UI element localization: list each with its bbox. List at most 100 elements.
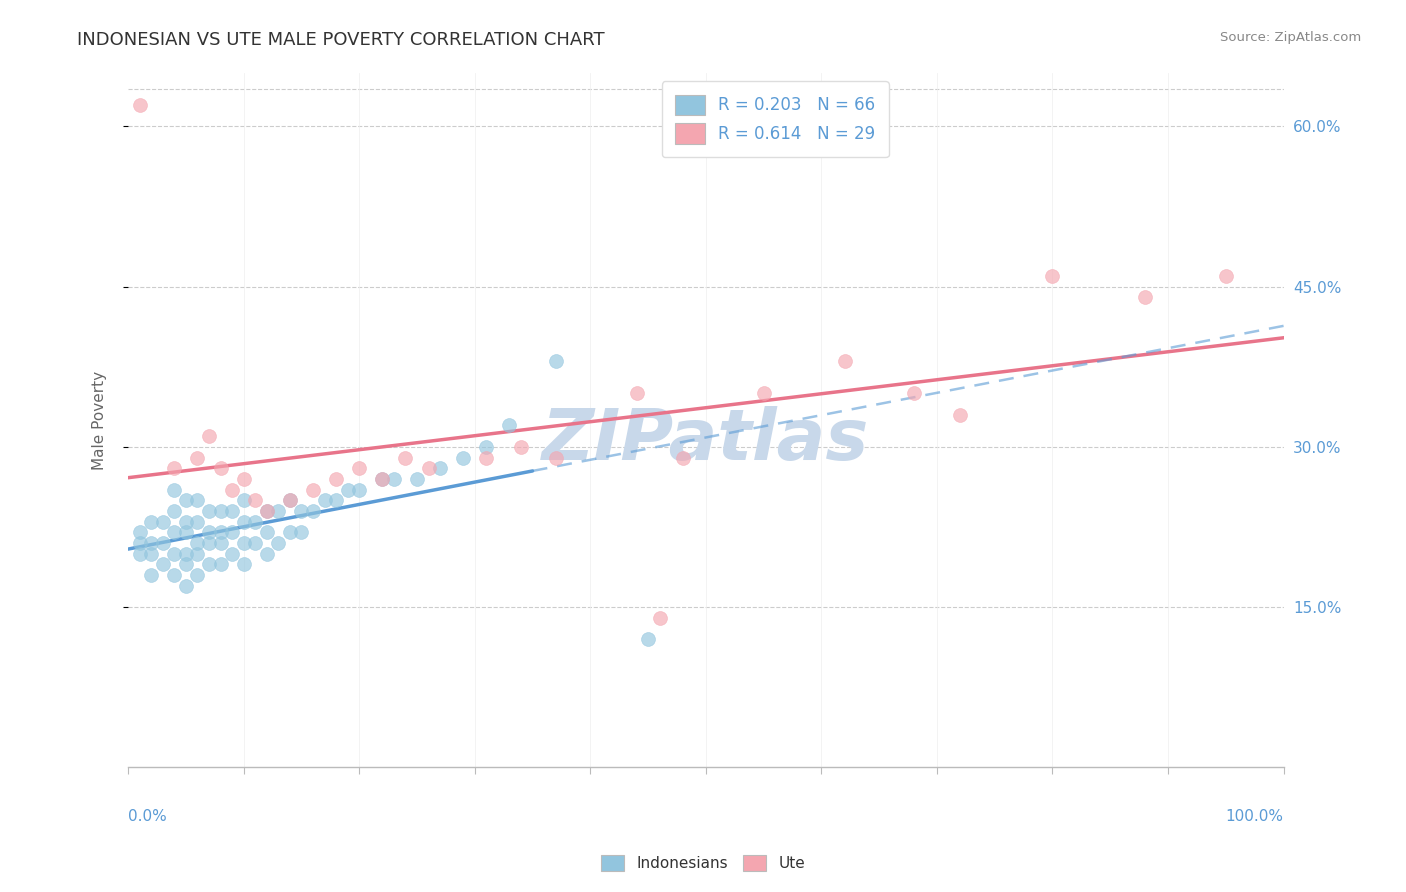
Point (429, 461, 451, 475)
Point (163, 568, 186, 582)
Point (382, 472, 405, 486)
Point (186, 568, 208, 582)
Point (152, 515, 174, 529)
Text: 100.0%: 100.0% (1226, 809, 1284, 824)
Point (209, 525, 232, 540)
Point (256, 525, 278, 540)
Legend: Indonesians, Ute: Indonesians, Ute (595, 849, 811, 877)
Point (325, 472, 347, 486)
Point (1133, 290, 1156, 304)
Text: 0.0%: 0.0% (128, 809, 167, 824)
Point (141, 568, 163, 582)
Point (302, 504, 325, 518)
Point (267, 504, 290, 518)
Point (336, 483, 359, 497)
Point (406, 472, 429, 486)
Point (209, 536, 232, 550)
Point (221, 483, 243, 497)
Point (198, 558, 221, 572)
Point (648, 611, 671, 625)
Point (186, 515, 208, 529)
Point (209, 558, 232, 572)
Point (128, 525, 150, 540)
Point (418, 461, 440, 475)
Point (163, 547, 186, 561)
Point (290, 504, 312, 518)
Point (174, 579, 197, 593)
Point (256, 504, 278, 518)
Point (141, 547, 163, 561)
Text: ZIPatlas: ZIPatlas (543, 407, 869, 475)
Point (371, 472, 394, 486)
Point (163, 525, 186, 540)
Point (394, 450, 416, 465)
Point (128, 536, 150, 550)
Point (290, 525, 312, 540)
Point (325, 493, 347, 508)
Point (209, 504, 232, 518)
Point (163, 461, 186, 475)
Point (198, 525, 221, 540)
Point (949, 408, 972, 422)
Point (174, 493, 197, 508)
Point (349, 483, 371, 497)
Point (278, 493, 301, 508)
Point (141, 536, 163, 550)
Point (163, 483, 186, 497)
Point (232, 493, 254, 508)
Point (637, 632, 659, 646)
Point (371, 472, 394, 486)
Point (221, 525, 243, 540)
Point (128, 547, 150, 561)
Point (186, 547, 208, 561)
Point (209, 461, 232, 475)
Point (544, 450, 567, 465)
Point (256, 504, 278, 518)
Point (1215, 268, 1237, 283)
Point (186, 493, 208, 508)
Point (174, 515, 197, 529)
Point (163, 504, 186, 518)
Point (672, 450, 695, 465)
Point (152, 536, 174, 550)
Point (232, 536, 254, 550)
Point (903, 386, 925, 401)
Point (626, 386, 648, 401)
Point (314, 493, 336, 508)
Point (475, 450, 498, 465)
Point (128, 98, 150, 112)
Point (245, 536, 267, 550)
Point (174, 547, 197, 561)
Point (278, 493, 301, 508)
Point (475, 440, 498, 454)
Point (302, 483, 325, 497)
Point (451, 450, 474, 465)
Text: INDONESIAN VS UTE MALE POVERTY CORRELATION CHART: INDONESIAN VS UTE MALE POVERTY CORRELATI… (77, 31, 605, 49)
Text: Source: ZipAtlas.com: Source: ZipAtlas.com (1220, 31, 1361, 45)
Point (544, 354, 567, 368)
Point (174, 558, 197, 572)
Point (221, 504, 243, 518)
Point (186, 536, 208, 550)
Point (245, 515, 267, 529)
Point (834, 354, 856, 368)
Point (1042, 268, 1064, 283)
Point (256, 547, 278, 561)
Point (232, 515, 254, 529)
Point (141, 515, 163, 529)
Point (278, 525, 301, 540)
Point (498, 418, 520, 433)
Point (221, 547, 243, 561)
Point (510, 440, 533, 454)
Point (752, 386, 775, 401)
Point (232, 558, 254, 572)
Legend: R = 0.203   N = 66, R = 0.614   N = 29: R = 0.203 N = 66, R = 0.614 N = 29 (662, 81, 889, 157)
Point (152, 558, 174, 572)
Point (267, 536, 290, 550)
Point (198, 429, 221, 443)
Point (186, 450, 208, 465)
Point (198, 504, 221, 518)
Point (174, 525, 197, 540)
Point (198, 536, 221, 550)
Point (349, 461, 371, 475)
